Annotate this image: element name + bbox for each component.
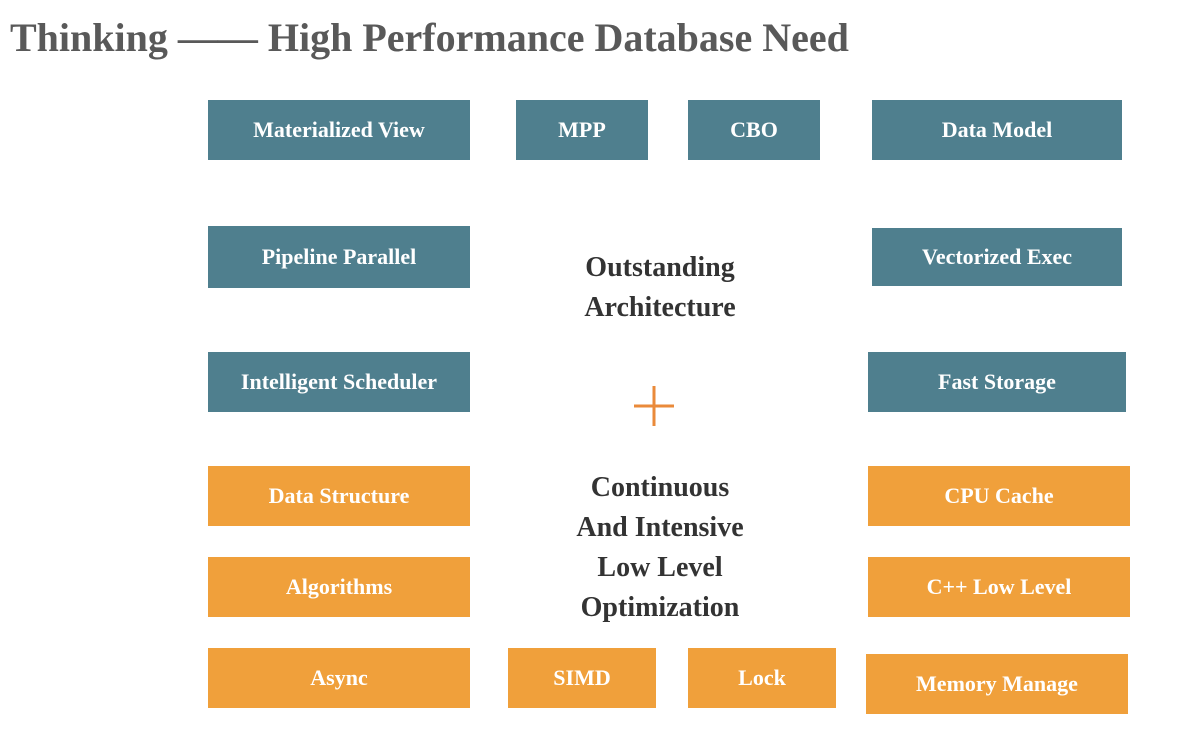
box: Intelligent Scheduler [208,352,470,412]
box: Async [208,648,470,708]
box: Memory Manage [866,654,1128,714]
text-line: Continuous [590,472,730,503]
title: Thinking —— High Performance Database Ne… [10,15,849,60]
plus-icon [634,386,674,426]
text-line: And Intensive [576,512,744,543]
box: Lock [688,648,836,708]
box: SIMD [508,648,656,708]
box: CPU Cache [868,466,1130,526]
text-line: Architecture [584,292,736,323]
box: Data Structure [208,466,470,526]
box: Algorithms [208,557,470,617]
box: Materialized View [208,100,470,160]
center-text: Outstanding Architecture [540,248,780,328]
box: Pipeline Parallel [208,226,470,288]
center-text: Continuous And Intensive Low Level Optim… [540,468,780,628]
box: Fast Storage [868,352,1126,412]
box: CBO [688,100,820,160]
text-line: Outstanding [585,252,735,283]
box: C++ Low Level [868,557,1130,617]
box: Data Model [872,100,1122,160]
box: MPP [516,100,648,160]
box: Vectorized Exec [872,228,1122,286]
text-line: Low Level [597,552,723,583]
text-line: Optimization [580,592,740,623]
